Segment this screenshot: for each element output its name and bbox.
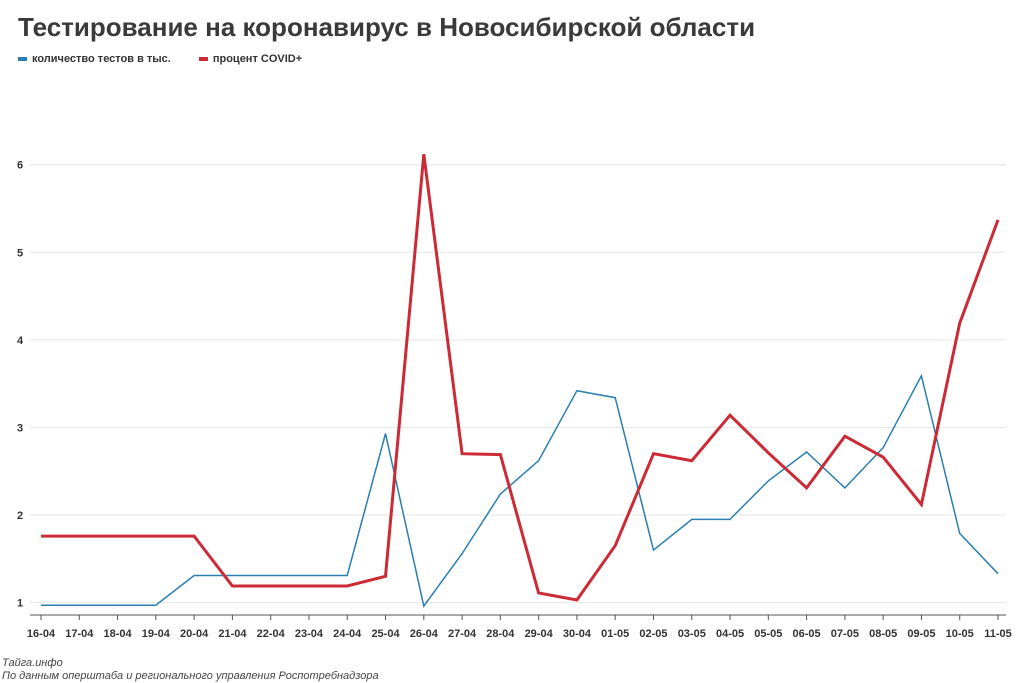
- x-tick-label: 17-04: [65, 628, 94, 640]
- x-tick-label: 22-04: [257, 628, 286, 640]
- y-tick-label: 5: [17, 247, 23, 259]
- x-tick-label: 10-05: [946, 628, 974, 640]
- y-tick-label: 6: [17, 160, 23, 172]
- x-tick-label: 06-05: [793, 628, 821, 640]
- y-tick-label: 3: [17, 422, 23, 434]
- y-tick-label: 2: [17, 510, 23, 522]
- legend-swatch-tests: [18, 57, 27, 61]
- x-tick-label: 28-04: [486, 628, 515, 640]
- chart-title: Тестирование на коронавирус в Новосибирс…: [18, 12, 756, 42]
- y-tick-label: 1: [17, 598, 23, 610]
- legend-label-covid: процент COVID+: [212, 53, 303, 65]
- legend-item-tests: количество тестов в тыс.: [18, 53, 171, 65]
- x-tick-label: 20-04: [180, 628, 209, 640]
- legend-swatch-covid: [198, 57, 208, 61]
- x-tick-label: 08-05: [869, 628, 897, 640]
- x-tick-label: 11-05: [984, 628, 1012, 640]
- chart-legend: количество тестов в тыс. процент COVID+: [18, 53, 302, 65]
- x-tick-label: 04-05: [716, 628, 744, 640]
- x-tick-label: 30-04: [563, 628, 592, 640]
- y-tick-label: 4: [17, 335, 24, 347]
- x-tick-label: 02-05: [639, 628, 667, 640]
- legend-label-tests: количество тестов в тыс.: [32, 53, 171, 65]
- x-tick-label: 24-04: [333, 628, 362, 640]
- x-tick-label: 01-05: [601, 628, 629, 640]
- x-tick-label: 18-04: [103, 628, 132, 640]
- legend-item-covid: процент COVID+: [198, 53, 303, 65]
- x-tick-label: 16-04: [27, 628, 56, 640]
- x-tick-label: 25-04: [371, 628, 400, 640]
- x-tick-label: 23-04: [295, 628, 324, 640]
- x-tick-label: 29-04: [525, 628, 554, 640]
- x-tick-label: 27-04: [448, 628, 477, 640]
- x-tick-label: 26-04: [410, 628, 439, 640]
- x-tick-label: 21-04: [218, 628, 247, 640]
- x-tick-label: 03-05: [678, 628, 706, 640]
- series-line-tests: [41, 373, 999, 608]
- x-tick-label: 09-05: [907, 628, 935, 640]
- series-line-covid-percent: [41, 154, 1000, 602]
- x-tick-label: 19-04: [142, 628, 171, 640]
- data-source-note: По данным оперштаба и регионального упра…: [2, 670, 379, 682]
- source-credit: Тайга.инфо: [2, 657, 63, 669]
- x-tick-label: 07-05: [831, 628, 859, 640]
- x-tick-label: 05-05: [754, 628, 782, 640]
